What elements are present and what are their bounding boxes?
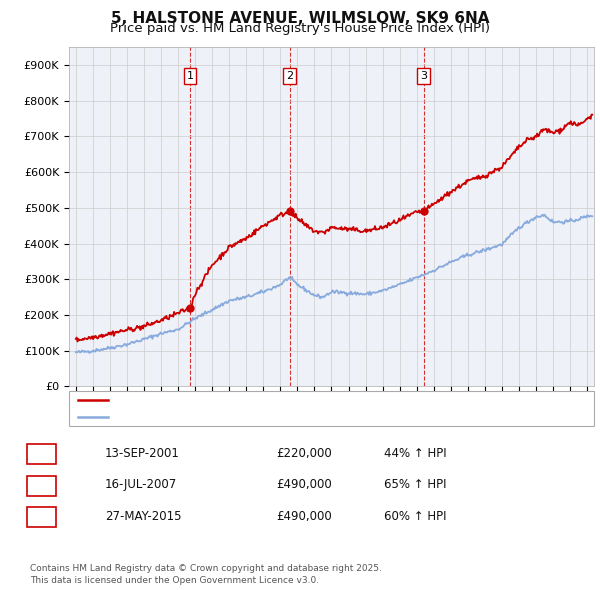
- Text: 44% ↑ HPI: 44% ↑ HPI: [384, 447, 446, 460]
- Text: 1: 1: [37, 447, 46, 460]
- Text: £490,000: £490,000: [276, 478, 332, 491]
- Text: 2: 2: [37, 478, 46, 491]
- Text: 3: 3: [420, 71, 427, 81]
- Text: 3: 3: [37, 510, 46, 523]
- Text: 16-JUL-2007: 16-JUL-2007: [105, 478, 177, 491]
- Text: 2: 2: [286, 71, 293, 81]
- Text: 60% ↑ HPI: 60% ↑ HPI: [384, 510, 446, 523]
- Text: 1: 1: [187, 71, 194, 81]
- Text: 27-MAY-2015: 27-MAY-2015: [105, 510, 182, 523]
- Text: 5, HALSTONE AVENUE, WILMSLOW, SK9 6NA: 5, HALSTONE AVENUE, WILMSLOW, SK9 6NA: [111, 11, 489, 25]
- Text: HPI: Average price, detached house, Cheshire East: HPI: Average price, detached house, Ches…: [114, 412, 379, 422]
- Text: £490,000: £490,000: [276, 510, 332, 523]
- Text: £220,000: £220,000: [276, 447, 332, 460]
- Text: Price paid vs. HM Land Registry's House Price Index (HPI): Price paid vs. HM Land Registry's House …: [110, 22, 490, 35]
- Text: 65% ↑ HPI: 65% ↑ HPI: [384, 478, 446, 491]
- Text: Contains HM Land Registry data © Crown copyright and database right 2025.
This d: Contains HM Land Registry data © Crown c…: [30, 565, 382, 585]
- Text: 13-SEP-2001: 13-SEP-2001: [105, 447, 180, 460]
- Text: 5, HALSTONE AVENUE, WILMSLOW, SK9 6NA (detached house): 5, HALSTONE AVENUE, WILMSLOW, SK9 6NA (d…: [114, 395, 440, 405]
